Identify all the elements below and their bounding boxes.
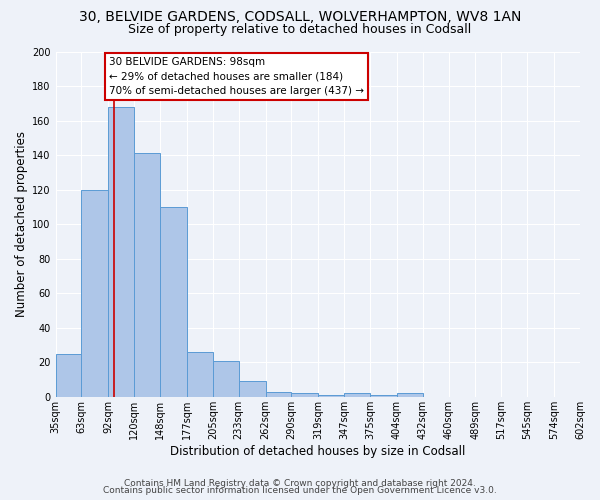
Bar	[370, 395, 397, 397]
Text: Contains public sector information licensed under the Open Government Licence v3: Contains public sector information licen…	[103, 486, 497, 495]
Text: Size of property relative to detached houses in Codsall: Size of property relative to detached ho…	[128, 22, 472, 36]
Bar	[56, 354, 82, 397]
Bar	[344, 394, 370, 397]
Text: Contains HM Land Registry data © Crown copyright and database right 2024.: Contains HM Land Registry data © Crown c…	[124, 478, 476, 488]
Text: 30, BELVIDE GARDENS, CODSALL, WOLVERHAMPTON, WV8 1AN: 30, BELVIDE GARDENS, CODSALL, WOLVERHAMP…	[79, 10, 521, 24]
Bar	[266, 392, 292, 397]
Bar	[187, 352, 213, 397]
Bar	[213, 360, 239, 397]
Bar	[292, 394, 318, 397]
Bar	[108, 106, 134, 397]
Bar	[397, 394, 423, 397]
Bar	[318, 395, 344, 397]
Bar	[134, 154, 160, 397]
X-axis label: Distribution of detached houses by size in Codsall: Distribution of detached houses by size …	[170, 444, 466, 458]
Bar	[160, 207, 187, 397]
Bar	[82, 190, 108, 397]
Text: 30 BELVIDE GARDENS: 98sqm
← 29% of detached houses are smaller (184)
70% of semi: 30 BELVIDE GARDENS: 98sqm ← 29% of detac…	[109, 56, 364, 96]
Y-axis label: Number of detached properties: Number of detached properties	[15, 131, 28, 317]
Bar	[239, 382, 266, 397]
